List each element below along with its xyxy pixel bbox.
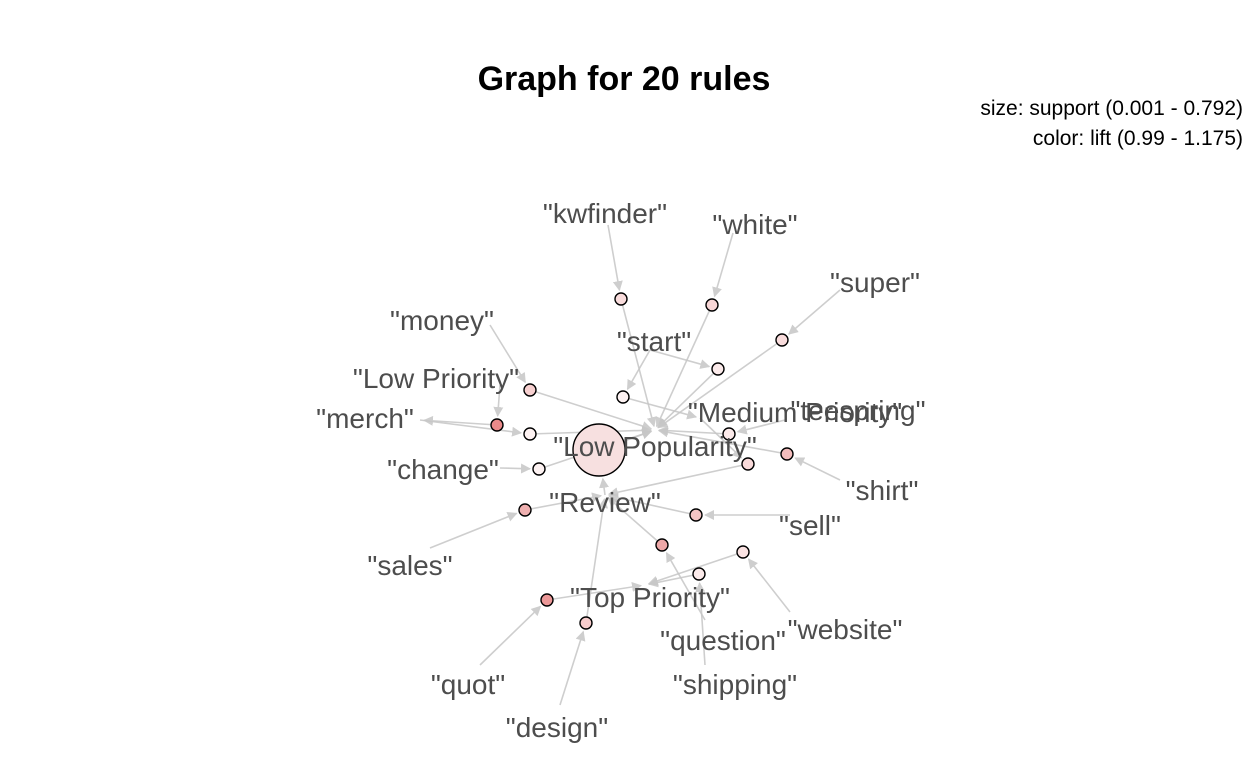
edge-white-to-r2 [712, 232, 734, 298]
rule-node-r10[interactable] [722, 427, 736, 441]
edge-start-to-r6 [649, 349, 711, 369]
item-label-shipping: "shipping" [673, 669, 797, 700]
item-label-question: "question" [660, 625, 786, 656]
edge-design-to-r18 [559, 630, 586, 706]
edge-r18-to-review [585, 497, 609, 624]
rule-node-r14[interactable] [689, 508, 703, 522]
item-label-toppriority: "Top Priority" [570, 582, 730, 613]
rule-node-r19[interactable] [692, 567, 706, 581]
edge-question-to-r15 [665, 551, 706, 621]
edge-kwfinder-to-r1 [607, 224, 623, 292]
edge-r5-to-mediumpriority [622, 396, 698, 420]
edge-merch-to-r8 [419, 419, 523, 437]
edge-r13-to-review [524, 492, 603, 511]
rule-node-r3[interactable] [775, 333, 789, 347]
edge-r2-to-lowpopularity [655, 304, 713, 428]
item-label-sell: "sell" [779, 510, 841, 541]
rule-node-r20[interactable] [741, 457, 755, 471]
rule-node-r16[interactable] [736, 545, 750, 559]
edge-shipping-to-r19 [695, 581, 706, 666]
edge-r11-to-lowpopularity [657, 427, 788, 455]
edge-r16-to-toppriority [647, 551, 744, 586]
edge-shirt-to-r11 [794, 457, 841, 481]
rule-node-r7[interactable] [490, 418, 504, 432]
edge-website-to-r16 [747, 558, 791, 613]
edge-start-to-r5 [626, 349, 651, 391]
edge-r1-to-lowpopularity [620, 298, 657, 428]
item-label-teespring: "teespring" [790, 395, 925, 426]
rule-node-r9[interactable] [572, 423, 626, 477]
rule-node-r13[interactable] [518, 503, 532, 517]
legend-color: color: lift (0.99 - 1.175) [1033, 127, 1243, 150]
edge-change-to-r12 [499, 463, 532, 474]
legend-size: size: support (0.001 - 0.792) [980, 97, 1243, 120]
item-label-lowpriority: "Low Priority" [353, 363, 519, 394]
item-label-quot: "quot" [431, 669, 505, 700]
edge-review-to-r9 [599, 477, 609, 496]
edge-r17-to-toppriority [546, 582, 643, 601]
item-label-money: "money" [390, 305, 494, 336]
edges-layer [419, 224, 841, 706]
rule-node-r15[interactable] [655, 538, 669, 552]
item-label-super: "super" [830, 267, 920, 298]
item-label-change: "change" [387, 454, 499, 485]
edge-r20-to-review [607, 463, 749, 498]
rule-node-r12[interactable] [532, 462, 546, 476]
item-labels-layer: "kwfinder" "white" "super" "money" "start" "L… [316, 198, 925, 743]
edge-r3-to-lowpopularity [657, 339, 783, 429]
edge-sales-to-r13 [429, 512, 518, 549]
edge-super-to-r3 [788, 289, 841, 335]
item-label-review: "Review" [549, 487, 661, 518]
chart-title: Graph for 20 rules [478, 60, 771, 98]
item-label-sales: "sales" [367, 550, 452, 581]
edge-r7-to-merch [422, 415, 498, 426]
edge-r6-to-lowpopularity [657, 368, 719, 428]
rule-node-r4[interactable] [523, 383, 537, 397]
item-label-white: "white" [712, 209, 797, 240]
edge-money-to-r4 [489, 324, 526, 384]
item-label-website: "website" [788, 614, 903, 645]
edge-quot-to-r17 [479, 605, 542, 666]
item-label-start: "start" [617, 326, 691, 357]
rule-nodes-layer [490, 292, 794, 630]
item-label-merch: "merch" [316, 403, 414, 434]
edge-r4-to-lowpopularity [529, 389, 653, 431]
rule-node-r6[interactable] [711, 362, 725, 376]
item-label-lowpopularity: "Low Popularity" [553, 431, 757, 462]
edge-r14-to-review [607, 492, 697, 516]
edge-r19-to-toppriority [647, 573, 700, 588]
item-label-shirt: "shirt" [846, 475, 919, 506]
rule-node-r18[interactable] [579, 616, 593, 630]
rule-node-r17[interactable] [540, 593, 554, 607]
edge-mediumpriority-to-r20 [699, 417, 743, 459]
edge-r15-to-review [607, 496, 663, 546]
edge-teespring-to-r10 [736, 419, 786, 435]
rule-node-r2[interactable] [705, 298, 719, 312]
item-label-kwfinder: "kwfinder" [543, 198, 667, 229]
edge-r10-to-lowpopularity [657, 425, 730, 436]
rule-node-r8[interactable] [523, 427, 537, 441]
item-label-design: "design" [506, 712, 608, 743]
rule-node-r1[interactable] [614, 292, 628, 306]
item-label-mediumpriority: "Medium Priority" [688, 397, 902, 428]
rule-node-r11[interactable] [780, 447, 794, 461]
rule-node-r5[interactable] [616, 390, 630, 404]
edge-lowpriority-to-r7 [493, 384, 504, 418]
